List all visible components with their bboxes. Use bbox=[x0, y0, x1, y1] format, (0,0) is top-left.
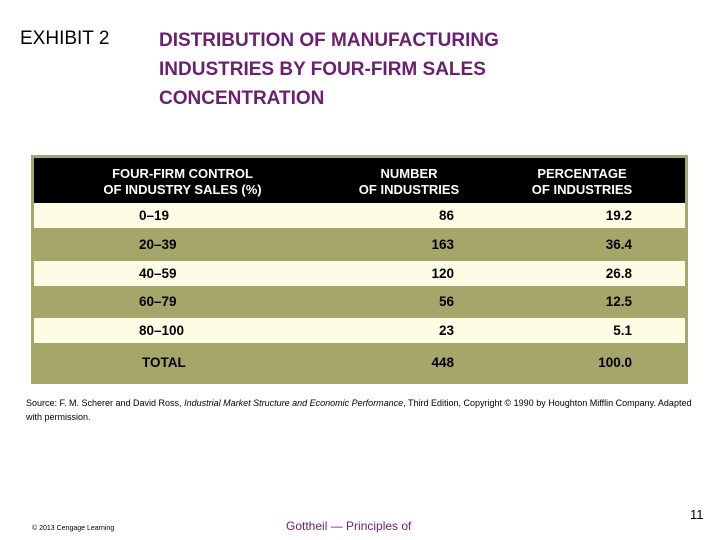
range-cell: 0–19 bbox=[139, 208, 170, 223]
percent-cell: 36.4 bbox=[605, 237, 632, 252]
exhibit-title: DISTRIBUTION OF MANUFACTURING INDUSTRIES… bbox=[159, 26, 679, 113]
table-row: 40–59 120 26.8 bbox=[34, 261, 685, 286]
count-cell: 86 bbox=[438, 208, 454, 223]
table-row: 80–100 23 5.1 bbox=[34, 318, 685, 343]
title-line: INDUSTRIES BY FOUR-FIRM SALES bbox=[159, 59, 486, 80]
total-label: TOTAL bbox=[142, 355, 186, 370]
range-cell: 20–39 bbox=[139, 237, 177, 252]
header-line: OF INDUSTRY SALES (%) bbox=[103, 182, 262, 197]
percent-cell: 12.5 bbox=[605, 294, 632, 309]
total-count: 448 bbox=[431, 355, 454, 370]
count-cell: 23 bbox=[438, 323, 454, 338]
title-line: CONCENTRATION bbox=[159, 88, 325, 109]
source-suffix: , Third Edition, Copyright © 1990 by Hou… bbox=[26, 398, 692, 422]
header-line: FOUR-FIRM CONTROL bbox=[112, 166, 253, 181]
count-cell: 163 bbox=[431, 237, 454, 252]
table-header: FOUR-FIRM CONTROL OF INDUSTRY SALES (%) … bbox=[34, 158, 685, 203]
count-cell: 56 bbox=[438, 294, 454, 309]
source-book-title: Industrial Market Structure and Economic… bbox=[184, 398, 404, 408]
percent-cell: 26.8 bbox=[605, 266, 632, 281]
header-line: PERCENTAGE bbox=[537, 166, 627, 181]
table-row: 60–79 56 12.5 bbox=[34, 289, 685, 314]
header-percentage-of-industries: PERCENTAGE OF INDUSTRIES bbox=[512, 166, 652, 198]
source-note: Source: F. M. Scherer and David Ross, In… bbox=[26, 396, 698, 424]
title-line: DISTRIBUTION OF MANUFACTURING bbox=[159, 30, 499, 51]
table-row: 20–39 163 36.4 bbox=[34, 232, 685, 257]
header-four-firm-control: FOUR-FIRM CONTROL OF INDUSTRY SALES (%) bbox=[80, 166, 285, 198]
page-number: 11 bbox=[690, 507, 704, 522]
header-line: OF INDUSTRIES bbox=[358, 182, 460, 197]
copyright-notice: © 2013 Cengage Learning bbox=[32, 525, 115, 532]
concentration-table: FOUR-FIRM CONTROL OF INDUSTRY SALES (%) … bbox=[31, 155, 688, 384]
range-cell: 60–79 bbox=[139, 294, 177, 309]
total-percent: 100.0 bbox=[598, 355, 632, 370]
header-line: OF INDUSTRIES bbox=[531, 182, 633, 197]
count-cell: 120 bbox=[431, 266, 454, 281]
range-cell: 80–100 bbox=[139, 323, 185, 338]
percent-cell: 5.1 bbox=[613, 323, 632, 338]
total-row: TOTAL 448 100.0 bbox=[34, 350, 685, 375]
percent-cell: 19.2 bbox=[605, 208, 632, 223]
header-number-of-industries: NUMBER OF INDUSTRIES bbox=[339, 166, 479, 198]
header-line: NUMBER bbox=[380, 166, 438, 181]
footer-title: Gottheil — Principles of bbox=[286, 519, 412, 533]
source-prefix: Source: F. M. Scherer and David Ross, bbox=[26, 398, 185, 408]
table-row: 0–19 86 19.2 bbox=[34, 203, 685, 228]
exhibit-label: EXHIBIT 2 bbox=[20, 28, 110, 49]
range-cell: 40–59 bbox=[139, 266, 177, 281]
